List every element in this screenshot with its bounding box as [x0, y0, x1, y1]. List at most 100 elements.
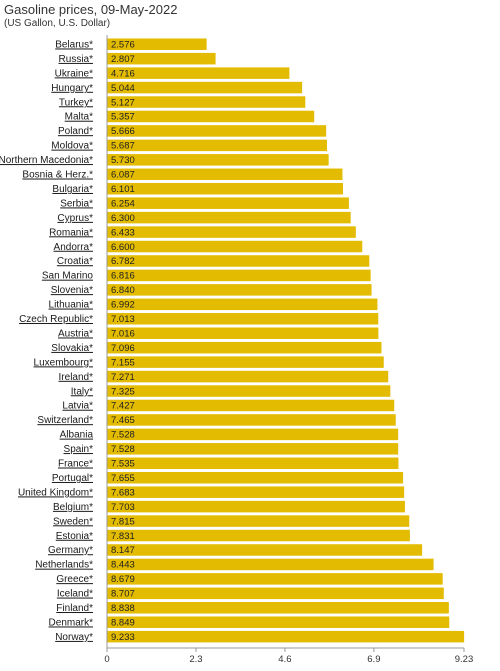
data-label: 5.127	[111, 97, 135, 108]
category-label: Bosnia & Herz.*	[22, 170, 93, 181]
category-label: France*	[58, 459, 93, 470]
bar	[107, 67, 290, 79]
bar	[107, 414, 396, 426]
bar	[107, 399, 395, 412]
x-tick-label: 0	[104, 654, 109, 665]
category-label: Ukraine*	[55, 68, 93, 79]
data-label: 2.576	[111, 39, 135, 50]
bar	[107, 602, 449, 614]
data-label: 6.992	[111, 300, 135, 311]
bar	[107, 110, 315, 123]
data-label: 7.271	[111, 372, 135, 383]
data-label: 7.831	[111, 531, 135, 542]
bar	[107, 356, 384, 368]
category-label: Lithuania*	[49, 300, 94, 311]
category-label: Latvia*	[62, 401, 93, 412]
bar	[107, 471, 404, 484]
bar	[107, 182, 343, 195]
data-label: 6.254	[111, 198, 135, 209]
data-label: 8.679	[111, 574, 135, 585]
category-label: Norway*	[55, 632, 93, 643]
data-label: 7.703	[111, 502, 135, 513]
category-label: Denmark*	[49, 617, 94, 628]
data-label: 7.655	[111, 473, 135, 484]
category-label: Northern Macedonia*	[0, 155, 93, 166]
category-label: Bulgaria*	[52, 184, 93, 195]
bar	[107, 211, 351, 224]
data-label: 7.815	[111, 516, 135, 527]
category-label: Russia*	[59, 54, 94, 65]
category-label: Finland*	[56, 603, 93, 614]
category-label: Italy*	[71, 386, 93, 397]
data-label: 6.101	[111, 184, 135, 195]
bar	[107, 428, 399, 441]
category-label: Czech Republic*	[19, 314, 93, 325]
data-label: 7.535	[111, 459, 135, 470]
bar	[107, 81, 303, 94]
category-label: Cyprus*	[57, 213, 93, 224]
data-label: 7.096	[111, 343, 135, 354]
bar	[107, 558, 434, 571]
data-label: 7.325	[111, 386, 135, 397]
chart-title: Gasoline prices, 09-May-2022	[4, 2, 178, 17]
category-label: United Kingdom*	[18, 487, 93, 498]
data-label: 7.427	[111, 401, 135, 412]
data-label: 6.087	[111, 170, 135, 181]
bar	[107, 327, 379, 339]
data-label: 4.716	[111, 68, 135, 79]
data-label: 5.666	[111, 126, 135, 137]
data-label: 6.840	[111, 285, 135, 296]
category-label: Switzerland*	[37, 415, 93, 426]
data-label: 2.807	[111, 54, 135, 65]
bar	[107, 168, 343, 181]
category-label: Ireland*	[59, 372, 94, 383]
bar	[107, 529, 410, 542]
data-label: 6.600	[111, 242, 135, 253]
data-label: 5.357	[111, 112, 135, 123]
category-label: Greece*	[56, 574, 93, 585]
bar	[107, 139, 327, 152]
category-label: Estonia*	[56, 531, 93, 542]
category-label: San Marino	[42, 271, 94, 282]
category-label: Netherlands*	[35, 560, 93, 571]
category-label: Malta*	[65, 112, 93, 123]
data-label: 5.687	[111, 141, 135, 152]
bar	[107, 226, 356, 238]
data-label: 7.683	[111, 487, 135, 498]
bar	[107, 544, 423, 556]
bar	[107, 125, 327, 137]
bar	[107, 370, 389, 383]
category-label: Sweden*	[53, 516, 93, 527]
data-label: 6.300	[111, 213, 135, 224]
category-label: Belgium*	[53, 502, 93, 513]
bar	[107, 486, 405, 498]
data-label: 7.465	[111, 415, 135, 426]
bar	[107, 443, 399, 455]
data-label: 7.013	[111, 314, 135, 325]
bar	[107, 385, 391, 397]
bar	[107, 96, 306, 108]
data-label: 8.849	[111, 617, 135, 628]
bar	[107, 52, 216, 65]
category-label: Spain*	[64, 444, 94, 455]
bar	[107, 269, 371, 282]
data-label: 8.838	[111, 603, 135, 614]
bar	[107, 197, 349, 209]
category-label: Serbia*	[60, 198, 93, 209]
bar	[107, 284, 372, 296]
bar	[107, 298, 378, 311]
category-label: Luxembourg*	[34, 357, 94, 368]
category-label: Turkey*	[59, 97, 93, 108]
x-tick-label: 4.6	[278, 654, 291, 665]
x-tick-label: 9.23	[455, 654, 474, 665]
chart-subtitle: (US Gallon, U.S. Dollar)	[4, 18, 111, 29]
bar	[107, 573, 443, 585]
bar	[107, 313, 379, 325]
category-label: Poland*	[58, 126, 93, 137]
bar	[107, 515, 410, 527]
bar	[107, 154, 329, 166]
category-label: Iceland*	[57, 589, 93, 600]
data-label: 5.730	[111, 155, 135, 166]
data-label: 8.707	[111, 589, 135, 600]
